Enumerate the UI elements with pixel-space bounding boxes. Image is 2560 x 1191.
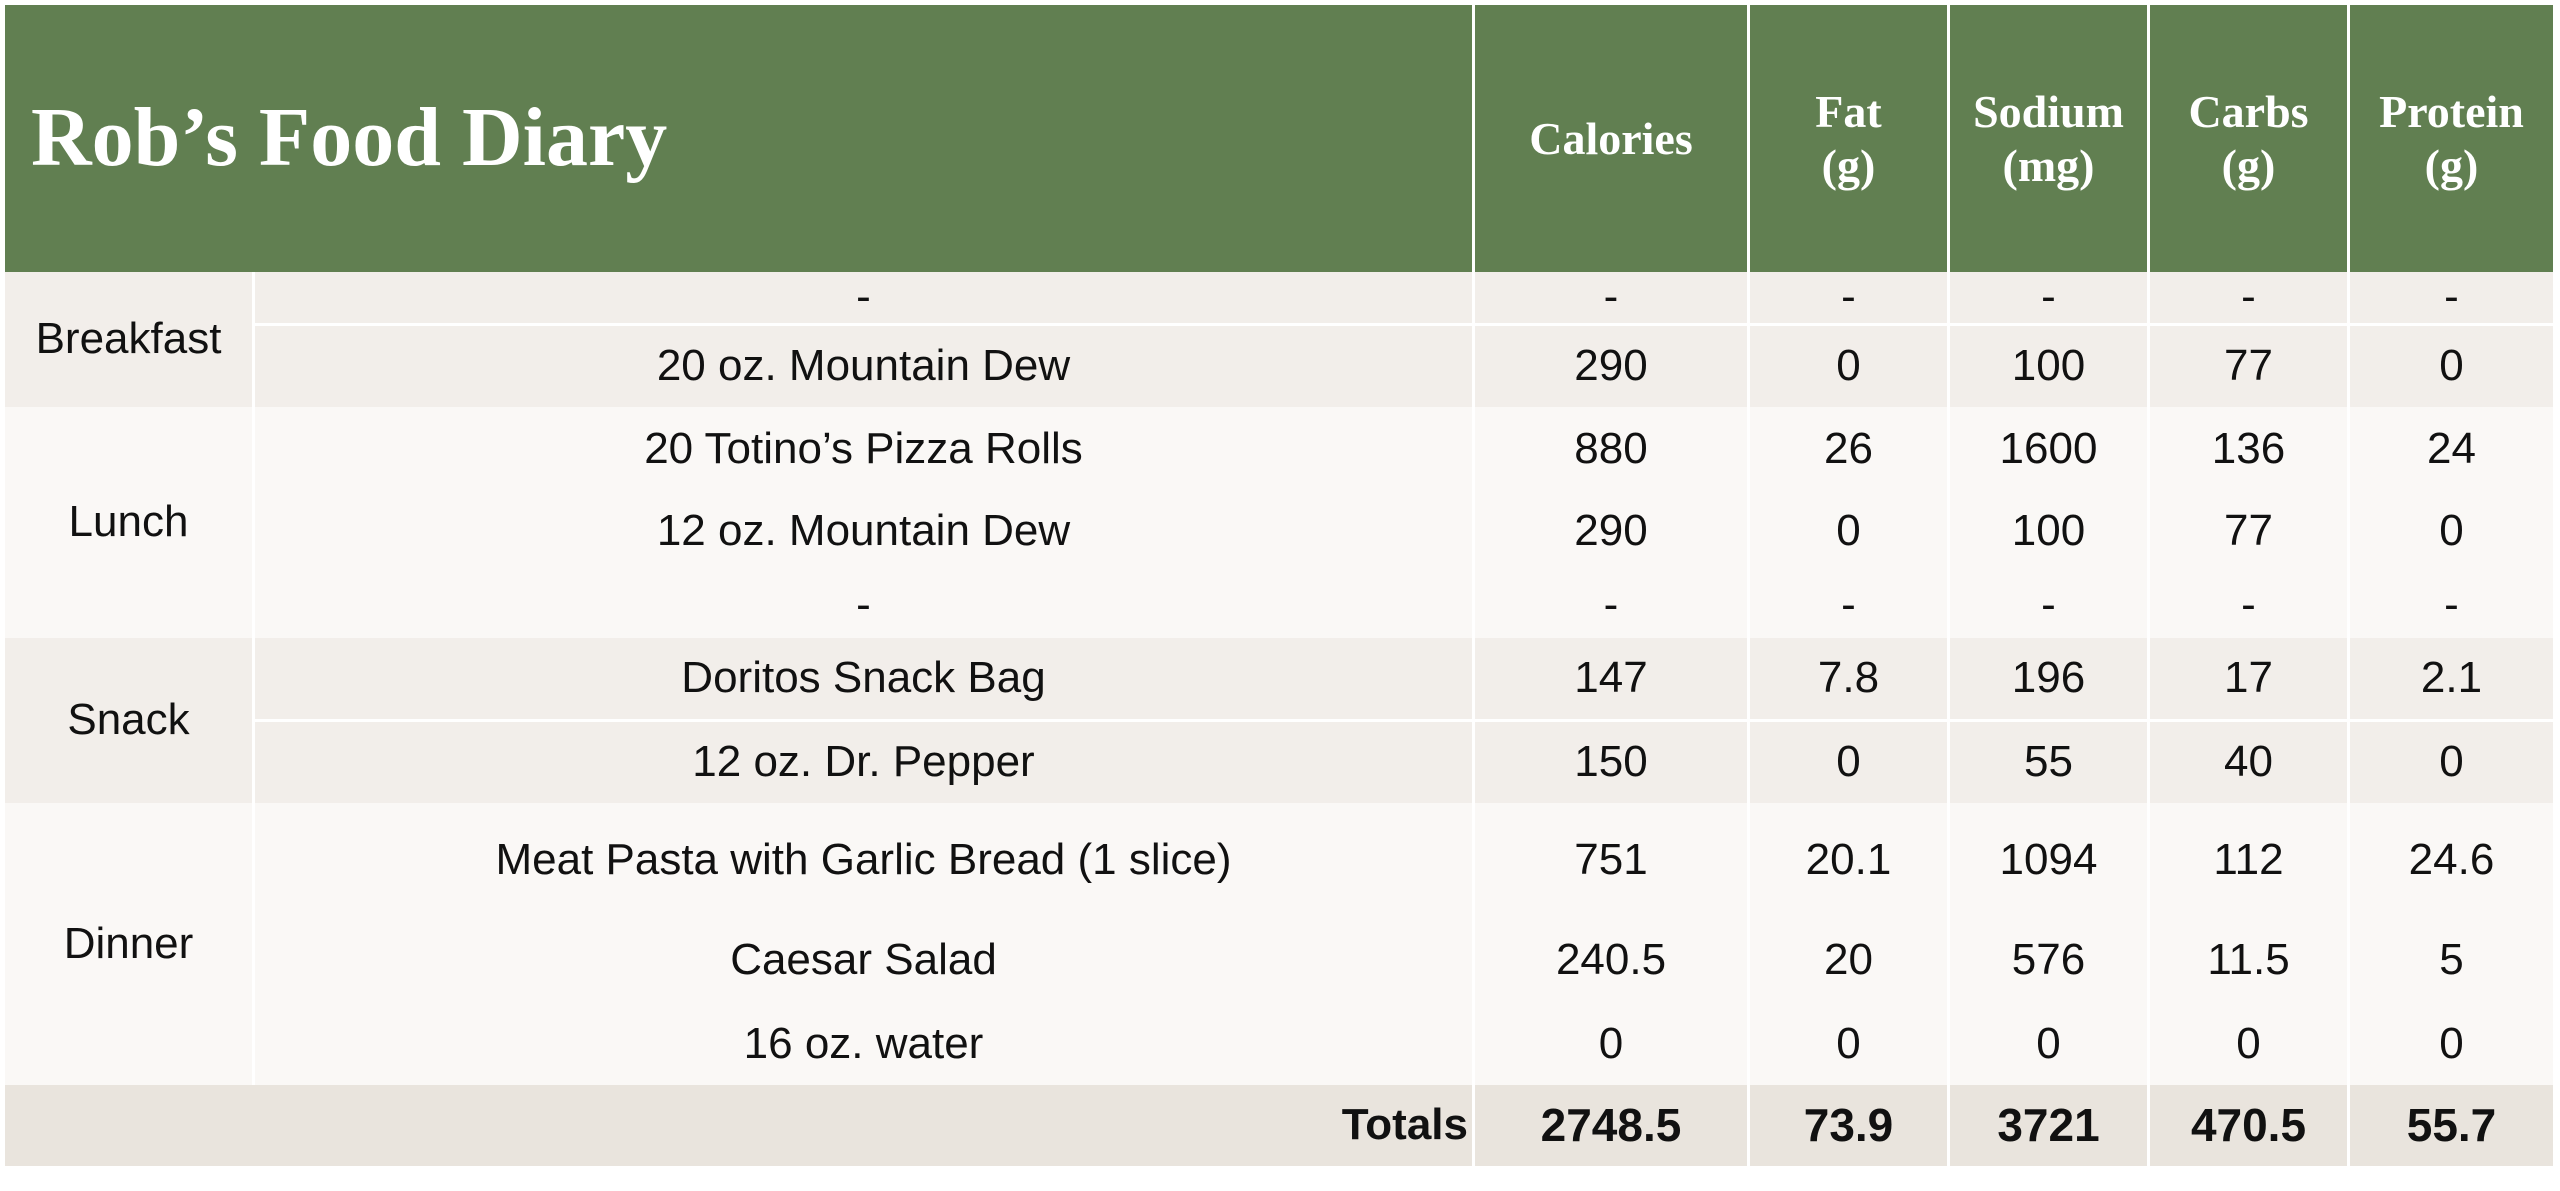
value-carbs: 136 — [2150, 407, 2350, 491]
value-carbs: 77 — [2150, 326, 2350, 407]
col-header-carbs: Carbs (g) — [2150, 5, 2350, 272]
value-sodium: 1094 — [1950, 803, 2150, 917]
meal-label-lunch: Lunch — [5, 407, 255, 638]
value-sodium: 1600 — [1950, 407, 2150, 491]
value-carbs: - — [2150, 572, 2350, 638]
value-sodium: 100 — [1950, 326, 2150, 407]
value-sodium: 100 — [1950, 491, 2150, 572]
value-calories: - — [1475, 272, 1750, 326]
total-protein: 55.7 — [2350, 1085, 2553, 1166]
food-name: 16 oz. water — [255, 1004, 1475, 1085]
col-header-sodium: Sodium (mg) — [1950, 5, 2150, 272]
value-carbs: 40 — [2150, 722, 2350, 803]
value-protein: 24 — [2350, 407, 2553, 491]
col-header-fat: Fat (g) — [1750, 5, 1950, 272]
meal-label-breakfast: Breakfast — [5, 272, 255, 407]
value-fat: - — [1750, 272, 1950, 326]
meal-label-dinner: Dinner — [5, 803, 255, 1085]
value-calories: 290 — [1475, 491, 1750, 572]
food-name: Meat Pasta with Garlic Bread (1 slice) — [255, 803, 1475, 917]
value-carbs: 112 — [2150, 803, 2350, 917]
food-diary-table: Rob’s Food Diary Calories Fat (g) Sodium… — [5, 5, 2553, 1166]
table-title: Rob’s Food Diary — [5, 5, 1475, 272]
value-carbs: 0 — [2150, 1004, 2350, 1085]
value-fat: 0 — [1750, 722, 1950, 803]
value-fat: 0 — [1750, 326, 1950, 407]
value-sodium: - — [1950, 272, 2150, 326]
col-header-protein: Protein (g) — [2350, 5, 2553, 272]
value-calories: 147 — [1475, 638, 1750, 722]
value-calories: 751 — [1475, 803, 1750, 917]
meal-label-snack: Snack — [5, 638, 255, 803]
value-sodium: 55 — [1950, 722, 2150, 803]
food-name: 12 oz. Dr. Pepper — [255, 722, 1475, 803]
value-carbs: - — [2150, 272, 2350, 326]
value-fat: 0 — [1750, 491, 1950, 572]
value-carbs: 11.5 — [2150, 917, 2350, 1004]
value-fat: 0 — [1750, 1004, 1950, 1085]
value-calories: 0 — [1475, 1004, 1750, 1085]
food-name: Caesar Salad — [255, 917, 1475, 1004]
food-name: Doritos Snack Bag — [255, 638, 1475, 722]
value-fat: 26 — [1750, 407, 1950, 491]
value-sodium: - — [1950, 572, 2150, 638]
total-sodium: 3721 — [1950, 1085, 2150, 1166]
col-header-calories: Calories — [1475, 5, 1750, 272]
value-protein: 0 — [2350, 326, 2553, 407]
food-name: 20 Totino’s Pizza Rolls — [255, 407, 1475, 491]
food-name: - — [255, 272, 1475, 326]
value-fat: 20 — [1750, 917, 1950, 1004]
value-protein: - — [2350, 272, 2553, 326]
value-protein: 5 — [2350, 917, 2553, 1004]
value-protein: - — [2350, 572, 2553, 638]
food-name: - — [255, 572, 1475, 638]
value-fat: 20.1 — [1750, 803, 1950, 917]
total-calories: 2748.5 — [1475, 1085, 1750, 1166]
value-protein: 0 — [2350, 722, 2553, 803]
value-calories: 150 — [1475, 722, 1750, 803]
value-protein: 0 — [2350, 491, 2553, 572]
value-sodium: 196 — [1950, 638, 2150, 722]
value-calories: 290 — [1475, 326, 1750, 407]
food-name: 20 oz. Mountain Dew — [255, 326, 1475, 407]
value-carbs: 77 — [2150, 491, 2350, 572]
value-carbs: 17 — [2150, 638, 2350, 722]
value-fat: 7.8 — [1750, 638, 1950, 722]
value-protein: 2.1 — [2350, 638, 2553, 722]
value-fat: - — [1750, 572, 1950, 638]
value-protein: 24.6 — [2350, 803, 2553, 917]
value-sodium: 576 — [1950, 917, 2150, 1004]
value-calories: 240.5 — [1475, 917, 1750, 1004]
value-calories: 880 — [1475, 407, 1750, 491]
value-calories: - — [1475, 572, 1750, 638]
totals-label: Totals — [5, 1085, 1475, 1166]
food-name: 12 oz. Mountain Dew — [255, 491, 1475, 572]
total-fat: 73.9 — [1750, 1085, 1950, 1166]
total-carbs: 470.5 — [2150, 1085, 2350, 1166]
value-protein: 0 — [2350, 1004, 2553, 1085]
value-sodium: 0 — [1950, 1004, 2150, 1085]
